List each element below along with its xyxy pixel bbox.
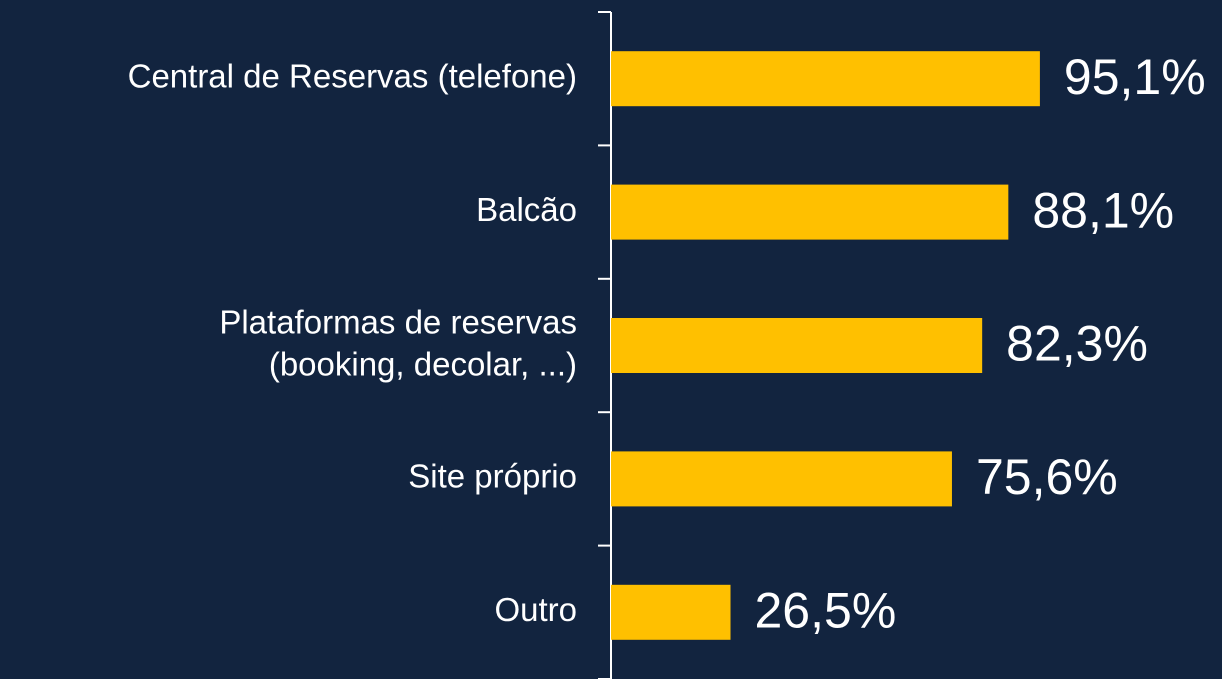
data-label: 95,1%	[1064, 49, 1206, 105]
data-label: 75,6%	[976, 449, 1118, 505]
data-label: 82,3%	[1006, 316, 1148, 372]
bar	[611, 51, 1040, 107]
y-tick-label: Balcão	[476, 191, 577, 228]
bar	[611, 318, 983, 373]
y-tick-label: Central de Reservas (telefone)	[128, 57, 577, 94]
y-tick-label: Site próprio	[408, 458, 577, 495]
bar	[611, 584, 731, 640]
bar	[611, 184, 1009, 240]
bar	[611, 451, 952, 507]
y-tick-label: Plataformas de reservas (booking, decolar…	[219, 303, 577, 382]
data-label: 88,1%	[1032, 182, 1174, 238]
data-label: 26,5%	[755, 583, 897, 639]
y-tick-label: Outro	[494, 591, 577, 628]
